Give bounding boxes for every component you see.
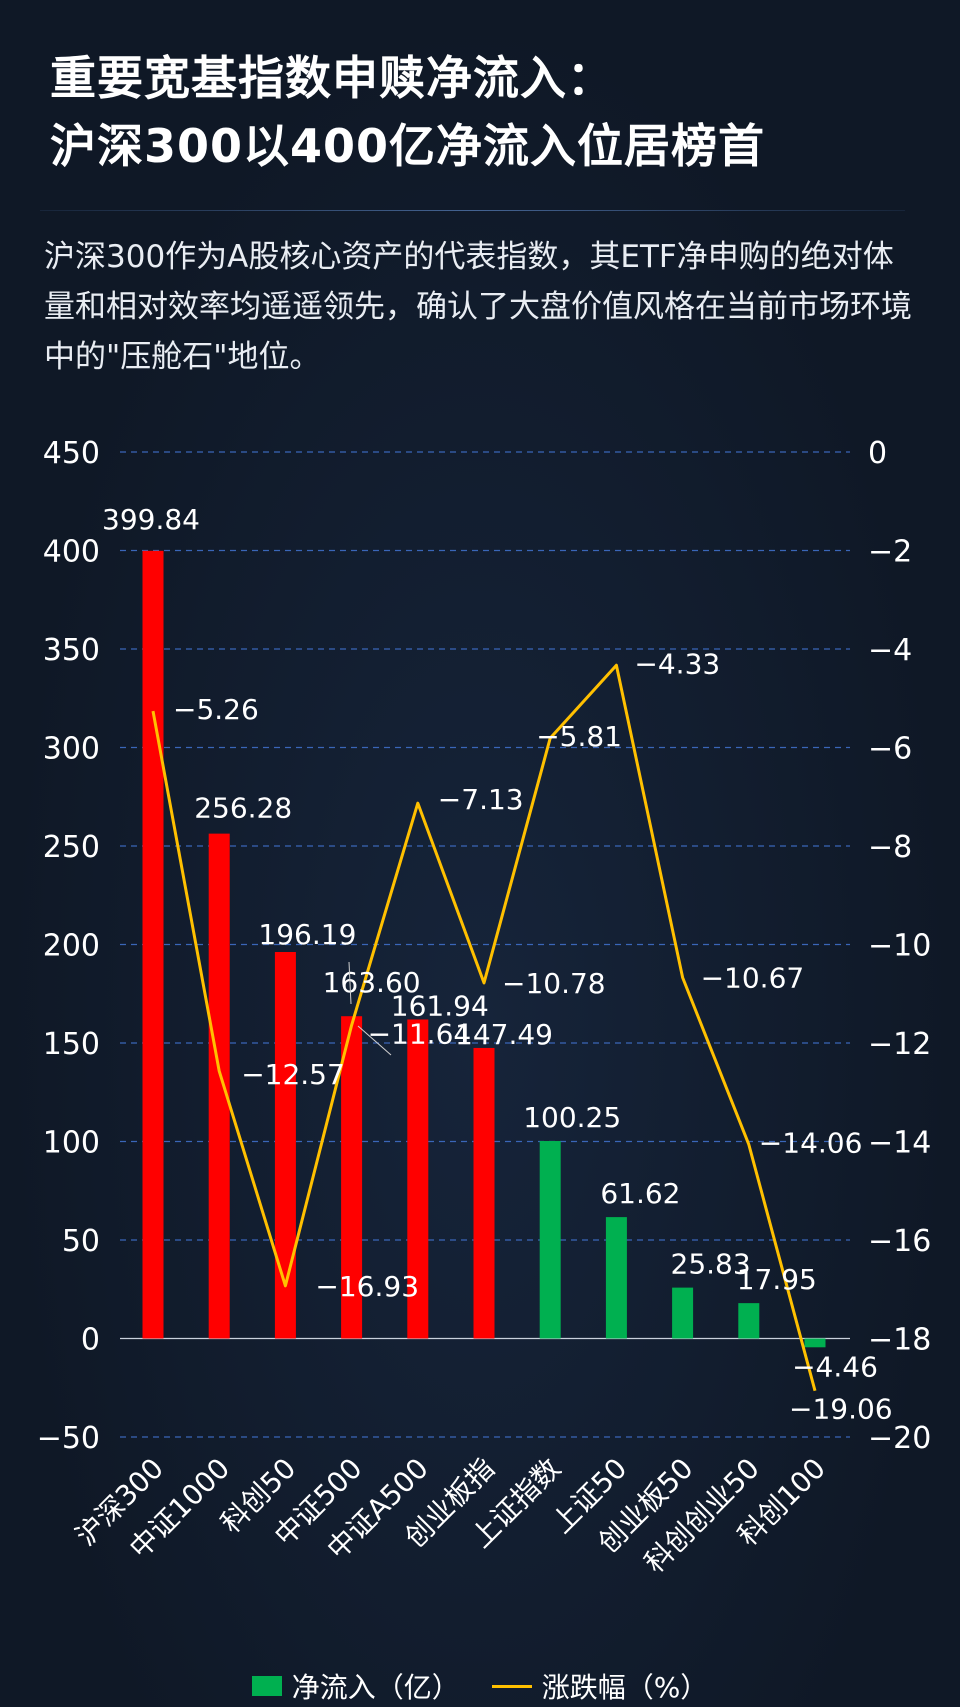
y-left-tick-label: 350	[43, 633, 100, 668]
bar-data-label: 256.28	[194, 792, 292, 825]
bar	[142, 550, 164, 1339]
y-right-tick-label: −20	[868, 1421, 931, 1456]
line-data-label: −7.13	[438, 783, 524, 816]
y-left-tick-label: 200	[43, 929, 100, 964]
line-data-label: −4.33	[634, 647, 720, 680]
y-left-tick-label: 0	[81, 1323, 100, 1358]
line-series	[151, 663, 817, 1392]
y-right-tick-label: −10	[868, 929, 931, 964]
leader-line	[357, 1025, 392, 1056]
y-right-tick-label: −12	[868, 1027, 931, 1062]
y-right-tick-label: −6	[868, 732, 912, 767]
y-right-tick-label: −14	[868, 1126, 931, 1161]
bar	[672, 1287, 694, 1339]
bar	[473, 1047, 495, 1339]
title-line-2: 沪深300以400亿净流入位居榜首	[50, 119, 766, 173]
bar	[539, 1141, 561, 1339]
bar-data-label: 147.49	[455, 1018, 553, 1051]
line-data-label: −14.06	[759, 1126, 863, 1159]
chart-legend: 净流入（亿） 涨跌幅（%）	[0, 1666, 960, 1706]
bar-data-label: 196.19	[258, 918, 356, 951]
bar-data-label: 25.83	[671, 1248, 751, 1281]
bar	[274, 952, 296, 1339]
bar	[407, 1019, 429, 1339]
legend-item-bar: 净流入（亿）	[251, 1666, 460, 1706]
y-left-tick-label: 400	[43, 535, 100, 570]
y-right-tick-label: −8	[868, 830, 912, 865]
bar	[804, 1338, 826, 1348]
y-right-tick-label: −16	[868, 1224, 931, 1259]
legend-swatch-bar	[251, 1676, 282, 1696]
line-data-label: −16.93	[315, 1270, 419, 1303]
y-right-tick-label: −4	[868, 633, 912, 668]
bar	[341, 1016, 363, 1339]
line-data-label: −5.81	[536, 720, 622, 753]
y-right-tick-label: −2	[868, 535, 912, 570]
y-left-tick-label: 100	[43, 1126, 100, 1161]
legend-swatch-line	[491, 1684, 532, 1688]
bar-data-label: 163.60	[323, 966, 421, 999]
y-left-tick-label: −50	[37, 1421, 100, 1456]
bar-data-label: 161.94	[391, 989, 489, 1022]
bar-data-label: 399.84	[102, 503, 200, 536]
line-data-label: −12.57	[241, 1058, 345, 1091]
y-left-tick-label: 50	[62, 1224, 100, 1259]
title-line-1: 重要宽基指数申赎净流入：	[50, 51, 614, 105]
y-right-tick-label: 0	[868, 436, 887, 471]
bar-data-label: −4.46	[792, 1351, 878, 1384]
chart-subtitle: 沪深300作为A股核心资产的代表指数，其ETF净申购的绝对体量和相对效率均遥遥领…	[44, 239, 912, 375]
legend-item-line: 涨跌幅（%）	[491, 1666, 709, 1706]
bar	[738, 1303, 760, 1339]
leader-line	[348, 961, 352, 1005]
bar-data-label: 61.62	[600, 1177, 680, 1210]
y-left-tick-label: 300	[43, 732, 100, 767]
bar-data-label: 17.95	[737, 1263, 817, 1296]
y-left-tick-label: 450	[43, 436, 100, 471]
bar-data-label: 100.25	[523, 1101, 621, 1134]
y-left-tick-label: 150	[43, 1027, 100, 1062]
header-divider	[40, 210, 905, 211]
line-data-label: −10.67	[701, 961, 805, 994]
y-left-tick-label: 250	[43, 830, 100, 865]
y-right-tick-label: −18	[868, 1323, 931, 1358]
line-data-label: −19.06	[789, 1393, 893, 1426]
bar	[208, 833, 230, 1339]
line-data-label: −10.78	[502, 967, 606, 1000]
chart-title: 重要宽基指数申赎净流入： 沪深300以400亿净流入位居榜首	[50, 44, 910, 180]
legend-label-line: 涨跌幅（%）	[541, 1671, 709, 1704]
line-data-label: −5.26	[173, 693, 259, 726]
bar	[605, 1217, 627, 1339]
line-data-label: −11.64	[368, 1017, 472, 1050]
legend-label-bar: 净流入（亿）	[291, 1671, 460, 1704]
